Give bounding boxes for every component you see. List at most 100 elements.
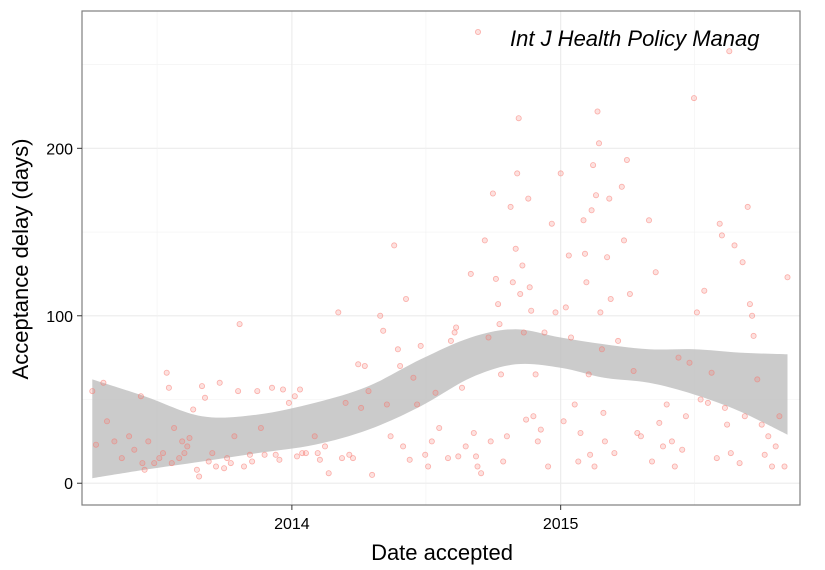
data-point <box>606 195 613 202</box>
plot-border <box>81 10 801 506</box>
data-point <box>296 386 303 393</box>
data-point <box>784 274 791 281</box>
data-point <box>585 371 592 378</box>
data-point <box>716 220 723 227</box>
data-point <box>451 329 458 336</box>
data-point <box>428 438 435 445</box>
data-point <box>432 389 439 396</box>
data-point <box>781 463 788 470</box>
data-point <box>557 170 564 177</box>
data-point <box>89 388 96 395</box>
data-point <box>545 463 552 470</box>
data-point <box>355 361 362 368</box>
data-point <box>693 309 700 316</box>
data-point <box>458 384 465 391</box>
data-point <box>377 312 384 319</box>
data-point <box>293 453 300 460</box>
data-point <box>744 203 751 210</box>
data-point <box>417 342 424 349</box>
data-point <box>512 245 519 252</box>
data-point <box>467 270 474 277</box>
data-point <box>552 309 559 316</box>
data-point <box>583 279 590 286</box>
data-point <box>425 463 432 470</box>
data-point <box>171 424 178 431</box>
data-point <box>571 401 578 408</box>
data-point <box>532 371 539 378</box>
data-point <box>361 362 368 369</box>
y-tick-label: 100 <box>46 309 73 326</box>
data-point <box>205 458 212 465</box>
data-point <box>227 460 234 467</box>
data-point <box>224 455 231 462</box>
data-point <box>727 450 734 457</box>
smoothing-band-layer <box>92 329 788 479</box>
data-point <box>761 451 768 458</box>
data-point <box>198 383 205 390</box>
legend-marker <box>474 28 481 35</box>
data-point <box>156 455 163 462</box>
data-point <box>591 463 598 470</box>
data-point <box>630 367 637 374</box>
data-point <box>671 463 678 470</box>
data-point <box>321 443 328 450</box>
data-point <box>338 455 345 462</box>
data-point <box>649 458 656 465</box>
data-point <box>675 354 682 361</box>
data-point <box>597 309 604 316</box>
data-point <box>758 421 765 428</box>
data-point <box>507 203 514 210</box>
data-point <box>391 242 398 249</box>
data-point <box>587 451 594 458</box>
data-point <box>588 207 595 214</box>
data-point <box>246 451 253 458</box>
data-point <box>754 376 761 383</box>
data-point <box>137 393 144 400</box>
data-point <box>560 418 567 425</box>
data-point <box>335 309 342 316</box>
data-point <box>611 450 618 457</box>
y-axis-ticks: 0 100 200 <box>46 141 82 493</box>
data-point <box>615 337 622 344</box>
data-point <box>739 259 746 266</box>
data-point <box>325 470 332 477</box>
data-point <box>668 438 675 445</box>
data-point <box>660 443 667 450</box>
data-point <box>184 443 191 450</box>
data-point <box>216 379 223 386</box>
data-point <box>209 450 216 457</box>
data-point <box>495 301 502 308</box>
data-point <box>474 463 481 470</box>
data-point <box>462 443 469 450</box>
data-point <box>186 434 193 441</box>
data-point <box>349 455 356 462</box>
data-point <box>646 217 653 224</box>
data-point <box>530 413 537 420</box>
data-point <box>679 446 686 453</box>
data-point <box>163 369 170 376</box>
data-point <box>741 413 748 420</box>
data-point <box>193 466 200 473</box>
data-point <box>400 443 407 450</box>
data-point <box>686 359 693 366</box>
data-point <box>455 453 462 460</box>
data-point <box>402 295 409 302</box>
y-tick-label: 200 <box>46 141 73 158</box>
data-point <box>607 295 614 302</box>
data-point <box>621 237 628 244</box>
data-point <box>697 396 704 403</box>
data-point <box>181 450 188 457</box>
data-point <box>634 429 641 436</box>
data-point <box>626 290 633 297</box>
data-point <box>582 250 589 257</box>
data-point <box>749 312 756 319</box>
data-point <box>713 455 720 462</box>
data-point <box>159 450 166 457</box>
data-point <box>268 384 275 391</box>
x-axis-ticks: 2014 2015 <box>274 505 579 533</box>
data-point <box>387 433 394 440</box>
data-points-layer <box>89 48 791 480</box>
legend: Int J Health Policy Manag <box>474 26 760 51</box>
data-point <box>528 307 535 314</box>
data-point <box>365 388 372 395</box>
